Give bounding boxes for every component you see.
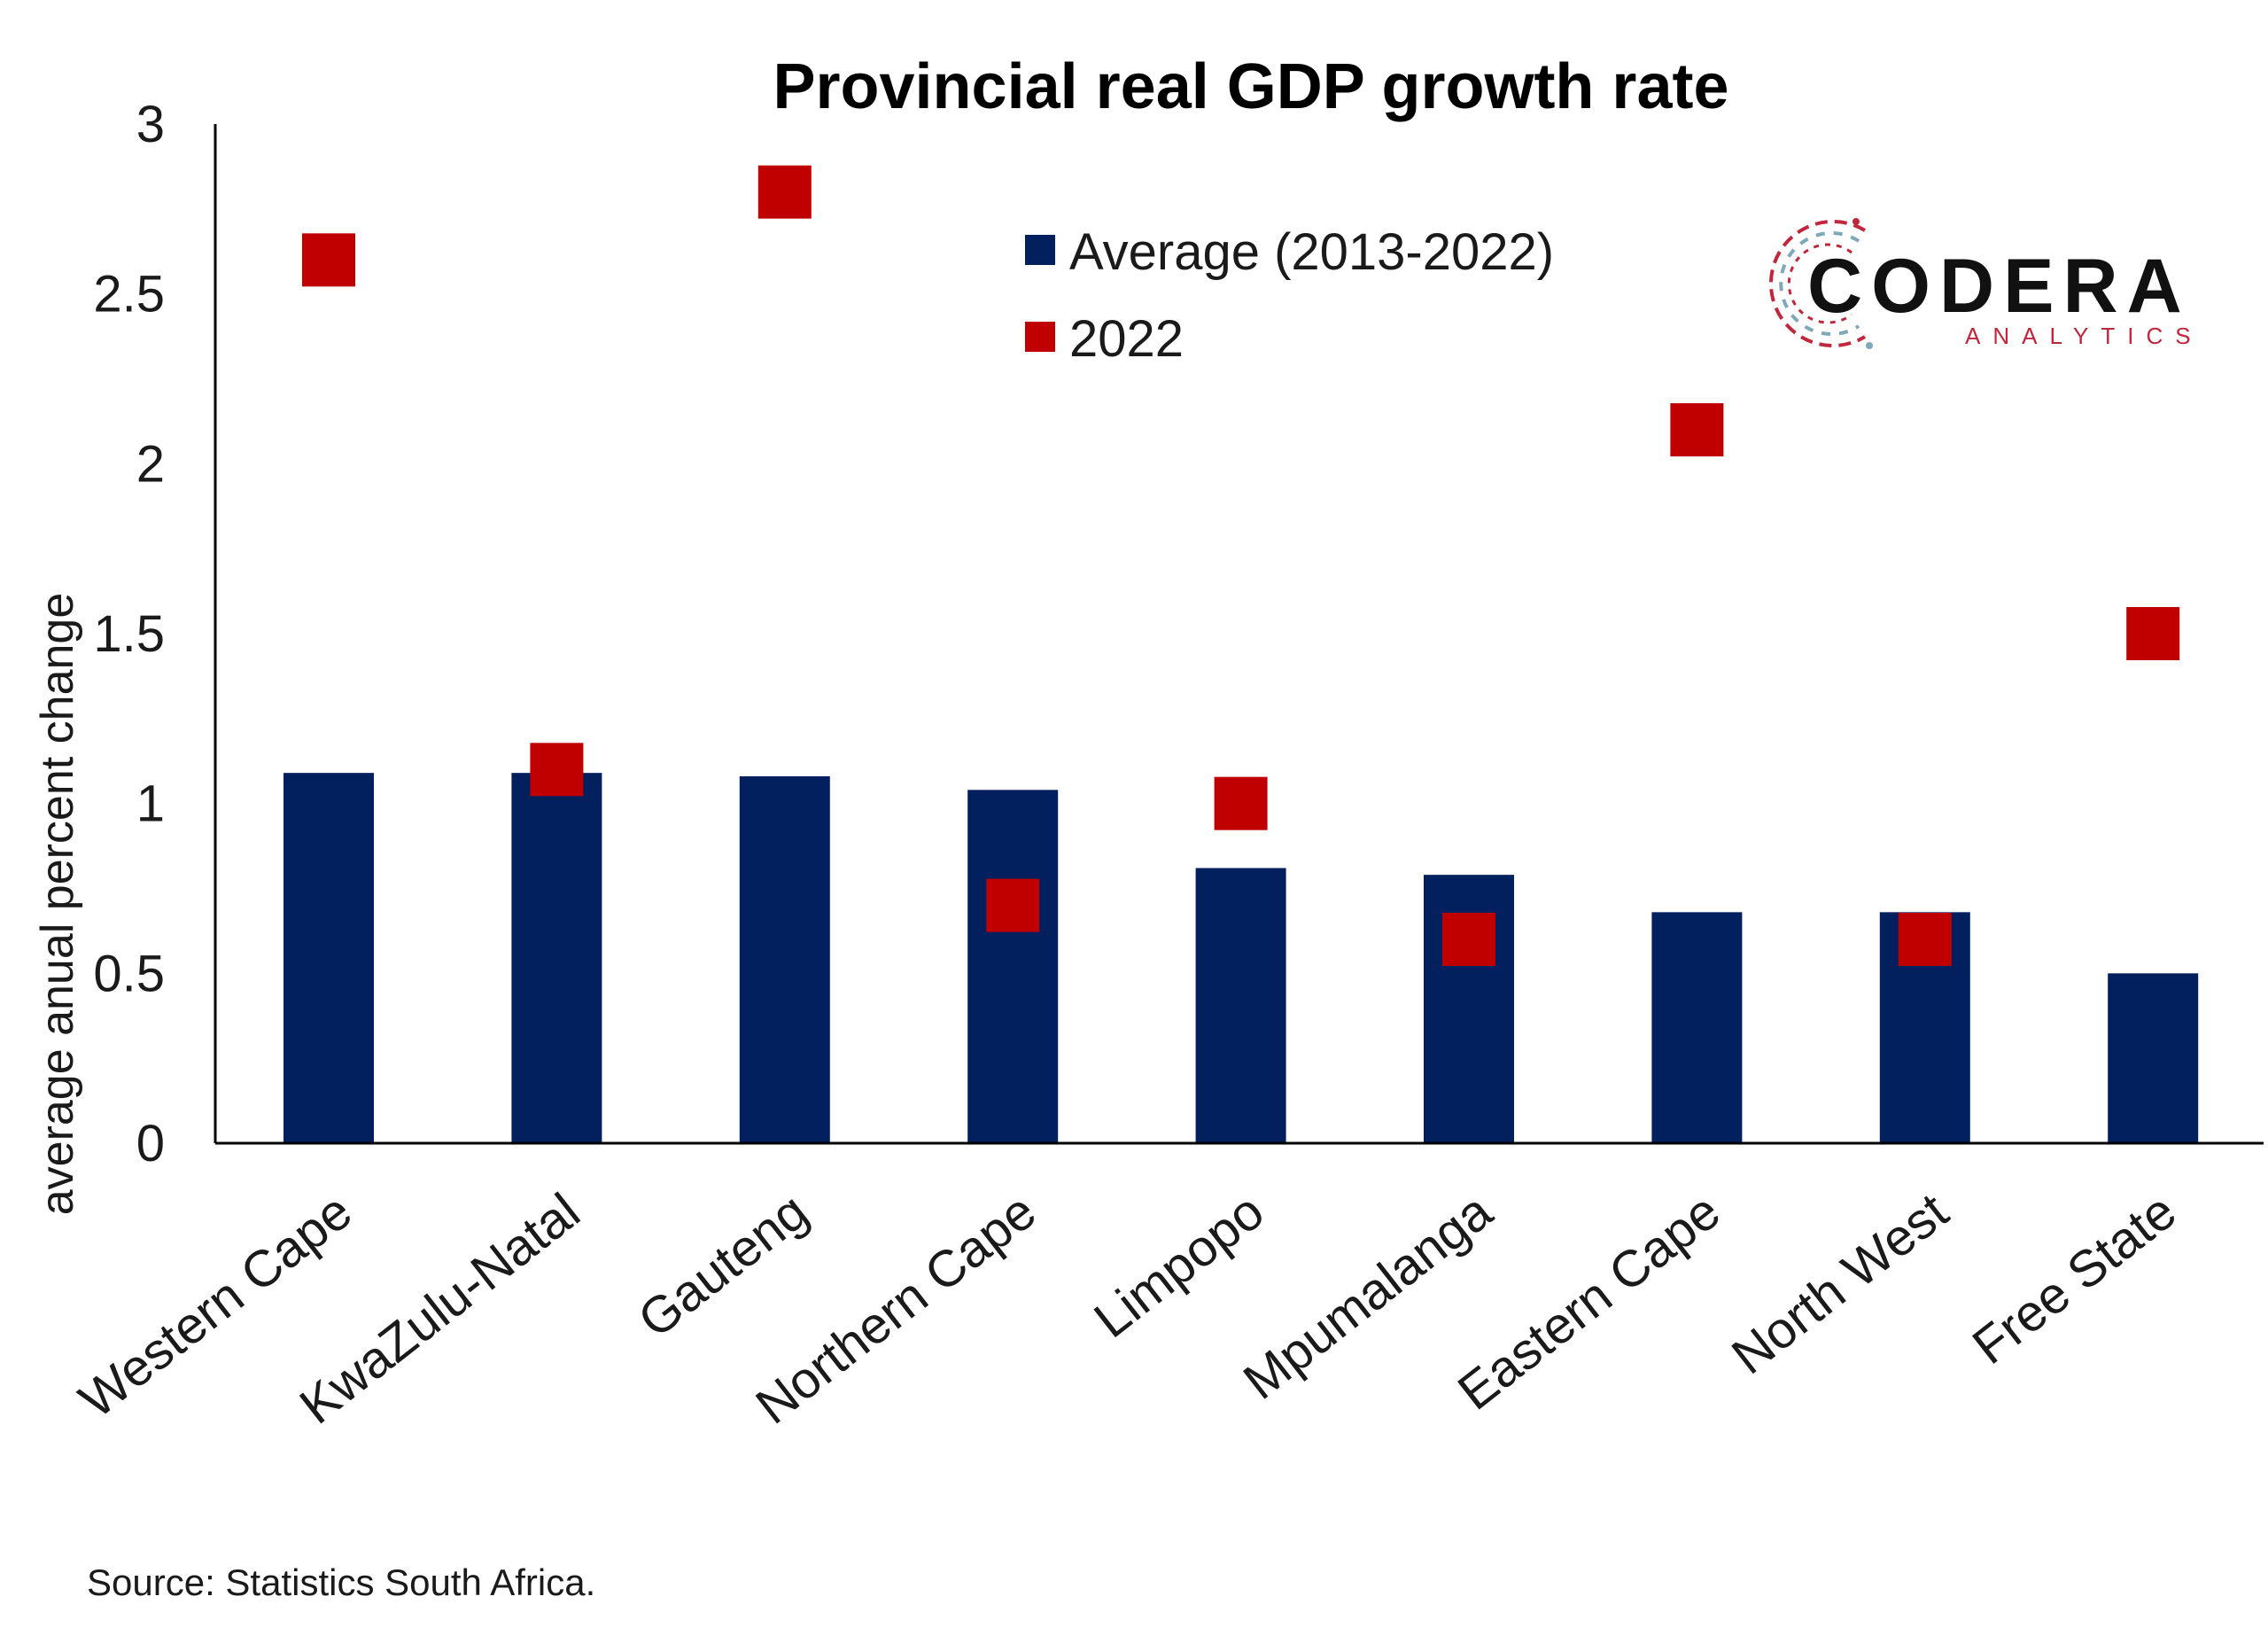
legend-swatch-2022 bbox=[1025, 322, 1055, 352]
marker-2022 bbox=[1214, 776, 1268, 830]
logo-ring-icon bbox=[1769, 218, 1873, 349]
x-tick-label: Gauteng bbox=[627, 1182, 818, 1349]
logo-subtitle: ANALYTICS bbox=[1965, 323, 2203, 349]
marker-2022 bbox=[302, 233, 355, 287]
chart-title: Provincial real GDP growth rate bbox=[773, 51, 1728, 122]
bar-series-average bbox=[284, 773, 2199, 1143]
marker-2022 bbox=[1898, 913, 1952, 966]
y-tick-label: 2 bbox=[136, 435, 165, 493]
marker-2022 bbox=[530, 743, 584, 797]
marker-2022 bbox=[2126, 607, 2180, 660]
y-tick-labels: 0 0.5 1 1.5 2 2.5 3 bbox=[93, 96, 165, 1172]
x-tick-label: Limpopo bbox=[1084, 1182, 1274, 1349]
bar-average bbox=[739, 776, 830, 1143]
legend-label-2022: 2022 bbox=[1069, 310, 1184, 368]
bar-average bbox=[1195, 868, 1286, 1143]
bar-average bbox=[511, 773, 602, 1143]
x-tick-label: Free State bbox=[1962, 1182, 2186, 1375]
source-note: Source: Statistics South Africa. bbox=[87, 1561, 595, 1603]
legend-label-average: Average (2013-2022) bbox=[1069, 223, 1554, 281]
bar-average bbox=[284, 773, 374, 1143]
marker-2022 bbox=[986, 878, 1040, 932]
legend: Average (2013-2022) 2022 bbox=[1025, 223, 1554, 368]
x-tick-label: North West bbox=[1721, 1182, 1959, 1385]
bar-average bbox=[1651, 912, 1743, 1143]
y-tick-label: 1.5 bbox=[93, 605, 165, 663]
y-axis-title: average anual percent change bbox=[32, 593, 83, 1216]
logo-wordmark: CODERA bbox=[1807, 244, 2191, 329]
y-tick-label: 0.5 bbox=[93, 945, 165, 1002]
codera-logo: CODERA ANALYTICS bbox=[1769, 218, 2203, 349]
legend-swatch-average bbox=[1025, 235, 1055, 265]
marker-2022 bbox=[1442, 913, 1495, 966]
marker-2022 bbox=[1670, 403, 1724, 456]
y-tick-label: 1 bbox=[136, 775, 165, 833]
bar-average bbox=[967, 790, 1059, 1143]
marker-2022 bbox=[757, 165, 812, 219]
y-tick-label: 2.5 bbox=[93, 266, 165, 323]
marker-series-2022 bbox=[302, 165, 2180, 966]
bar-average bbox=[2108, 973, 2199, 1143]
y-tick-label: 0 bbox=[136, 1115, 165, 1172]
y-tick-label: 3 bbox=[136, 96, 165, 153]
